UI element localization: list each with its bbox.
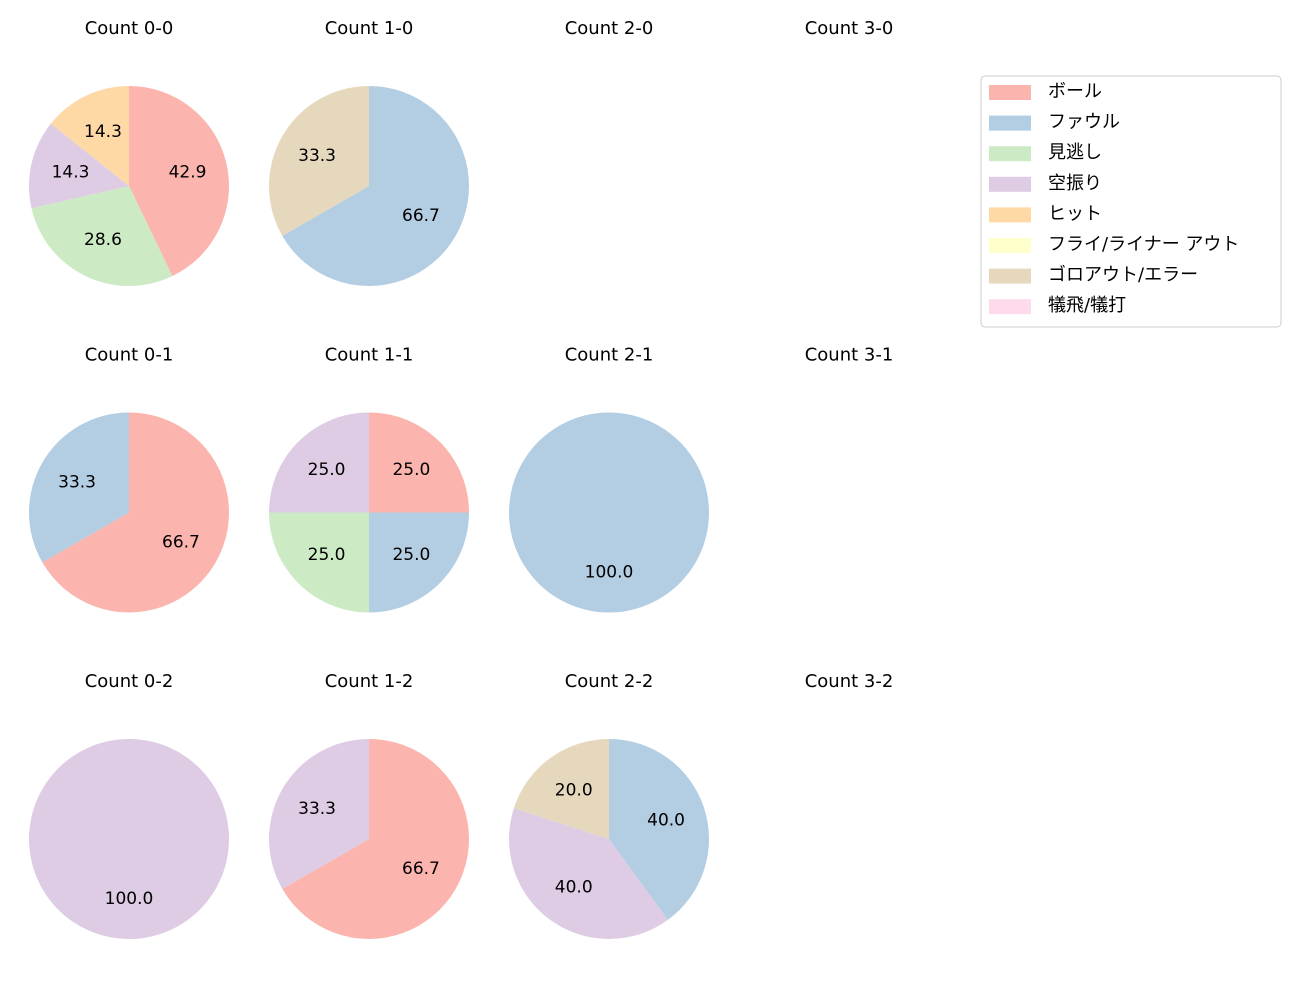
legend-label: フライ/ライナー アウト xyxy=(1048,234,1239,255)
chart-title: Count 0-0 xyxy=(85,18,174,39)
pie-slice xyxy=(282,86,469,286)
slice-label: 33.3 xyxy=(58,472,96,492)
slice-label: 20.0 xyxy=(555,780,593,800)
pie-slice xyxy=(369,512,469,613)
pie-slice xyxy=(28,123,129,209)
legend-label: 見逃し xyxy=(1048,142,1102,163)
legend-swatch xyxy=(989,115,1031,131)
legend-swatch xyxy=(989,146,1031,162)
pie-slice xyxy=(513,739,609,839)
legend-label: ゴロアウト/エラー xyxy=(1048,265,1198,286)
slice-label: 14.3 xyxy=(52,163,90,183)
chart-title: Count 0-1 xyxy=(85,345,174,366)
legend-swatch xyxy=(989,207,1031,223)
pie-slice xyxy=(29,412,130,563)
pie-slice xyxy=(509,808,668,939)
chart-title: Count 1-1 xyxy=(325,345,414,366)
chart-title: Count 2-1 xyxy=(565,345,654,366)
pie-slice xyxy=(31,186,173,286)
slice-label: 33.3 xyxy=(298,799,336,819)
pie-slice xyxy=(129,85,230,277)
chart-title: Count 3-1 xyxy=(805,345,894,366)
chart-title: Count 2-0 xyxy=(565,18,654,39)
slice-label: 28.6 xyxy=(84,230,122,250)
pie-slice xyxy=(609,739,709,920)
pie-slice xyxy=(282,739,470,939)
legend-label: 空振り xyxy=(1048,173,1102,194)
legend-label: ファウル xyxy=(1048,112,1120,133)
pie-slice xyxy=(50,86,130,186)
chart-title: Count 1-0 xyxy=(325,18,414,39)
slice-label: 40.0 xyxy=(555,878,593,898)
legend-swatch xyxy=(989,85,1031,100)
chart-title: Count 1-2 xyxy=(325,671,414,692)
pie-slice xyxy=(269,739,369,889)
slice-label: 66.7 xyxy=(402,206,440,226)
pie-slice xyxy=(29,739,229,939)
slice-label: 33.3 xyxy=(298,146,336,166)
slice-label: 40.0 xyxy=(647,810,685,830)
slice-label: 25.0 xyxy=(392,460,430,480)
legend-swatch xyxy=(989,299,1031,315)
slice-label: 100.0 xyxy=(585,563,634,583)
pie-slice xyxy=(269,512,369,613)
legend-label: 犠飛/犠打 xyxy=(1048,295,1126,316)
chart-title: Count 3-2 xyxy=(805,671,894,692)
slice-label: 14.3 xyxy=(84,122,122,142)
slice-label: 66.7 xyxy=(162,533,200,553)
chart-title: Count 2-2 xyxy=(565,671,654,692)
legend-swatch xyxy=(989,176,1031,192)
slice-label: 100.0 xyxy=(105,889,154,909)
pie-slice xyxy=(42,412,230,613)
legend-swatch xyxy=(989,238,1031,253)
pie-slice xyxy=(268,86,369,236)
legend-label: ボール xyxy=(1048,81,1102,102)
slice-label: 42.9 xyxy=(169,163,207,183)
pie-slice xyxy=(269,412,369,513)
pie-slice xyxy=(369,412,469,513)
pie-slice xyxy=(509,412,709,613)
slice-label: 25.0 xyxy=(308,460,346,480)
chart-title: Count 3-0 xyxy=(805,18,894,39)
slice-label: 25.0 xyxy=(308,545,346,565)
legend-box xyxy=(980,75,1282,328)
slice-label: 66.7 xyxy=(402,859,440,879)
legend-label: ヒット xyxy=(1048,203,1102,224)
legend-swatch xyxy=(989,268,1031,284)
slice-label: 25.0 xyxy=(392,545,430,565)
chart-title: Count 0-2 xyxy=(85,671,174,692)
